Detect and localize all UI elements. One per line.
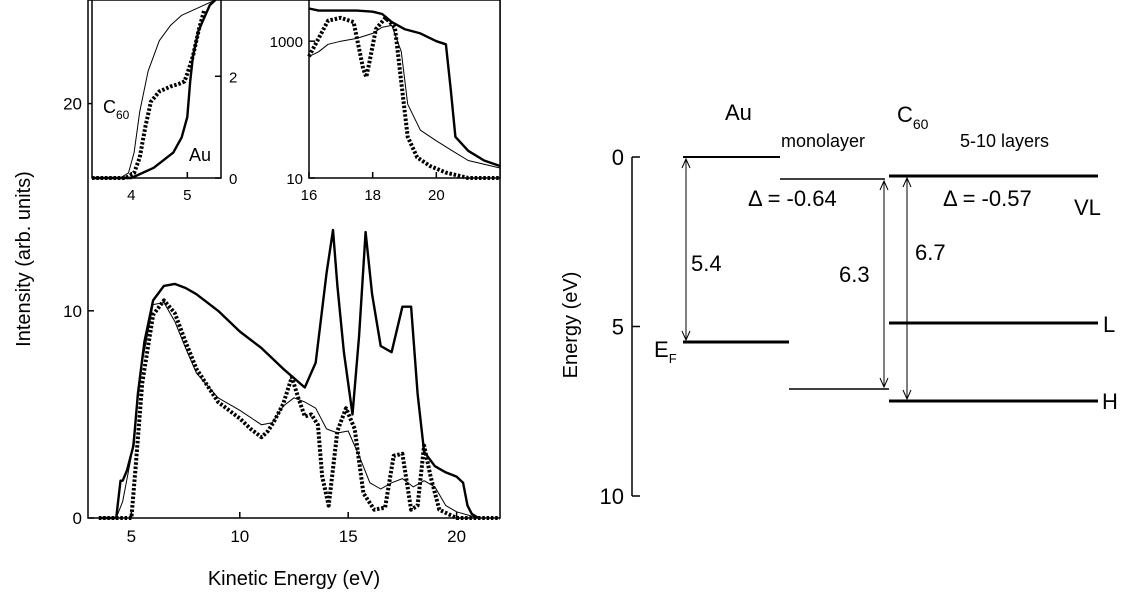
arrow-6-7-head-top [902,176,912,188]
energy-y-axis-label: Energy (eV) [560,272,582,379]
energy-y-tick-label: 0 [612,145,624,170]
arrow-5-4-head-top [681,157,691,169]
inset-left-series-thin [92,0,216,179]
inset-right-ticks: 16 18 20 10 1000 [270,34,445,204]
inset-right-series-thick [308,7,501,168]
main-x-tick-label: 15 [339,527,358,546]
inset-left-series [92,0,217,180]
energy-ticks: 0 5 10 [600,145,640,509]
energy-y-tick-label: 10 [600,484,624,509]
inset-right-y-tick-label: 10 [286,171,303,188]
inset-left-c60-label: C60 [103,97,130,122]
lumo-label: L [1103,312,1115,337]
main-x-tick-label: 20 [447,527,466,546]
main-y-tick-label: 10 [63,302,82,321]
value-6-7-label: 6.7 [915,240,946,265]
c60-label-subscript: 60 [913,116,929,132]
inset-left-x-tick-label: 4 [127,187,135,204]
inset-right-series [307,7,501,180]
main-series-thin [98,302,500,519]
arrow-6-7-head-bottom [902,389,912,401]
inset-left-series-thick [92,0,217,180]
inset-left-chart: 4 5 0 2 C60 Au [91,0,237,204]
main-y-tick-label: 0 [73,509,82,528]
main-y-axis-label: Intensity (arb. units) [13,171,35,347]
au-label: Au [725,100,752,125]
inset-right-x-tick-label: 20 [428,187,445,204]
delta-monolayer-label: Δ = -0.64 [748,186,837,211]
main-series-dotted [98,298,500,520]
monolayer-label: monolayer [781,131,865,151]
layers-label: 5-10 layers [960,131,1049,151]
c60-label-main: C [897,102,913,127]
inset-left-c60-subscript: 60 [116,108,130,122]
c60-label: C60 [897,102,929,132]
arrow-6-3-head-top [879,179,889,191]
inset-left-x-tick-label: 5 [183,187,191,204]
fermi-level-subscript: F [669,351,677,366]
main-series [98,228,500,520]
fermi-level-main: E [654,337,669,362]
inset-left-y-tick-label: 2 [229,69,237,86]
inset-right-series-thin [308,24,501,169]
inset-right-x-tick-label: 16 [301,187,318,204]
inset-left-y-tick-label: 0 [229,171,237,188]
main-x-tick-label: 10 [230,527,249,546]
arrow-6-3-head-bottom [879,377,889,389]
inset-left-c60-main: C [103,97,116,117]
inset-right-frame [308,0,501,179]
main-x-axis-label: Kinetic Energy (eV) [208,568,380,590]
vl-label: VL [1074,195,1101,220]
main-y-tick-label: 20 [63,95,82,114]
delta-multilayer-label: Δ = -0.57 [943,186,1032,211]
main-ticks: 5 10 15 20 0 10 20 [63,95,466,546]
inset-right-chart: 16 18 20 10 1000 [270,0,501,204]
energy-diagram: 0 5 10 Energy (eV) Au monolayer C60 5-10 l… [560,100,1118,509]
value-6-3-label: 6.3 [839,262,870,287]
inset-left-au-label: Au [189,145,211,165]
homo-label: H [1102,389,1118,414]
main-x-tick-label: 5 [127,527,136,546]
inset-right-x-tick-label: 18 [364,187,381,204]
arrow-5-4-head-bottom [681,330,691,342]
main-plot-frame [87,0,501,519]
value-5-4-label: 5.4 [691,251,722,276]
inset-right-y-tick-label: 1000 [270,34,303,51]
fermi-level-label: EF [654,337,677,366]
energy-y-tick-label: 5 [612,315,624,340]
